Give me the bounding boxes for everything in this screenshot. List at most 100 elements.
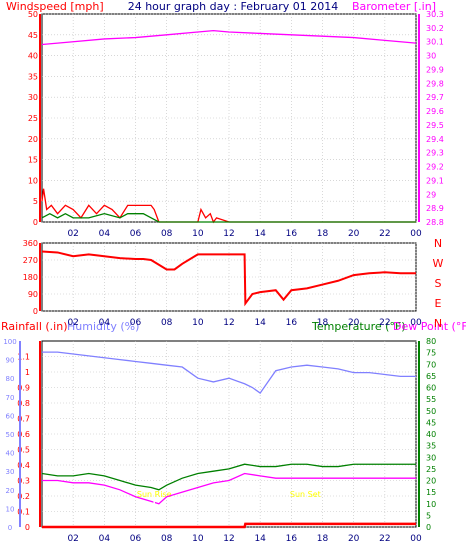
y2-tick-label: 5 [426,511,431,520]
y-tick-label: 0 [25,523,30,532]
x-tick-label: 20 [348,229,360,239]
y2-tick-label: 28.8 [426,218,444,227]
x-tick-label: 12 [223,229,234,239]
x-tick-label: 06 [130,229,142,239]
compass-label: N [434,317,442,330]
x-tick-label: 22 [379,229,390,239]
y2-tick-label: 65 [426,372,436,381]
y-tick-label: 40 [28,52,38,61]
y-tick-label: 0.6 [17,430,30,439]
compass-label: E [435,297,442,310]
y2-tick-label: 45 [426,418,436,427]
x-tick-label: 06 [130,534,142,544]
y-tick-label: 10 [28,176,38,185]
humidity-axis-title: Humidity (%) [67,320,139,333]
compass-label: N [434,237,442,250]
x-tick-label: 18 [317,534,329,544]
y2-tick-label: 29 [426,190,436,199]
y-tick-label: 0 [33,307,38,316]
x-tick-label: 02 [67,318,78,328]
y2-tick-label: 60 [426,384,436,393]
y2-tick-label: 29.3 [426,149,444,158]
x-tick-label: 12 [223,534,234,544]
humidity-tick-label: 70 [6,394,15,402]
x-tick-label: 22 [379,534,390,544]
compass-label: S [435,277,442,290]
y2-tick-label: 29.1 [426,176,444,185]
x-tick-label: 02 [67,534,78,544]
x-tick-label: 08 [161,318,173,328]
humidity-tick-label: 30 [6,468,15,476]
y2-tick-label: 30 [426,52,436,61]
y2-tick-label: 29.5 [426,121,444,130]
y2-tick-label: 30 [426,453,436,462]
series-line-barometer-in- [41,29,417,46]
y-tick-label: 45 [28,31,38,40]
x-tick-label: 06 [130,318,142,328]
y-tick-label: 0.9 [17,384,30,393]
x-tick-label: 10 [192,318,204,328]
x-tick-label: 08 [161,229,173,239]
y2-tick-label: 35 [426,442,436,451]
humidity-tick-label: 80 [6,375,15,383]
y-tick-label: 1 [25,368,30,377]
x-tick-label: 04 [99,534,111,544]
y2-tick-label: 30.2 [426,24,444,33]
y2-tick-label: 29.9 [426,65,444,74]
x-tick-label: 00 [410,534,422,544]
x-tick-label: 14 [254,534,266,544]
sunset-annotation: Sun Set [290,490,321,499]
y2-tick-label: 30.3 [426,10,444,19]
y-tick-label: 0.2 [17,492,30,501]
y-tick-label: 90 [28,290,38,299]
y2-tick-label: 29.2 [426,163,444,172]
y-tick-label: 50 [28,10,38,19]
x-tick-label: 18 [317,229,329,239]
humidity-tick-label: 40 [6,450,15,458]
x-tick-label: 22 [379,318,390,328]
y2-tick-label: 10 [426,500,436,509]
x-tick-label: 12 [223,318,234,328]
y2-tick-label: 29.7 [426,93,444,102]
humidity-tick-label: 10 [6,505,15,513]
y2-tick-label: 29.6 [426,107,444,116]
humidity-tick-label: 90 [6,357,15,365]
y-tick-label: 0.8 [17,399,30,408]
x-tick-label: 10 [192,534,204,544]
y2-tick-label: 75 [426,349,436,358]
y-tick-label: 0 [33,218,38,227]
series-line-rainfall-in- [42,522,416,529]
y-tick-label: 0.4 [17,461,30,470]
x-tick-label: 16 [286,534,298,544]
y2-tick-label: 70 [426,360,436,369]
humidity-tick-label: 50 [6,431,15,439]
y2-tick-label: 28.9 [426,204,444,213]
y2-tick-label: 80 [426,337,436,346]
y-tick-label: 30 [28,93,38,102]
y2-tick-label: 29.8 [426,79,444,88]
humidity-tick-label: 100 [3,338,16,346]
series-line-dew-point-f- [42,472,416,505]
x-tick-label: 20 [348,318,360,328]
compass-label: W [433,257,444,270]
y-tick-label: 0.7 [17,415,30,424]
y-tick-label: 0.1 [17,508,30,517]
y-tick-label: 0.3 [17,477,30,486]
y2-tick-label: 20 [426,477,436,486]
humidity-tick-label: 20 [6,487,15,495]
y-tick-label: 20 [28,135,38,144]
x-tick-label: 02 [67,229,78,239]
y-tick-label: 180 [23,273,38,282]
sunrise-annotation: Sun Rise [137,490,172,499]
series-line-humidity- [42,351,416,394]
humidity-tick-label: 60 [6,412,15,420]
barometer-axis-title: Barometer [.in] [352,0,436,13]
y2-tick-label: 55 [426,395,436,404]
x-tick-label: 04 [99,318,111,328]
y-tick-label: 1.1 [17,353,30,362]
x-tick-label: 08 [161,534,173,544]
y-tick-label: 5 [33,197,38,206]
temperature-axis-title: Temperature (°F) [311,320,406,333]
